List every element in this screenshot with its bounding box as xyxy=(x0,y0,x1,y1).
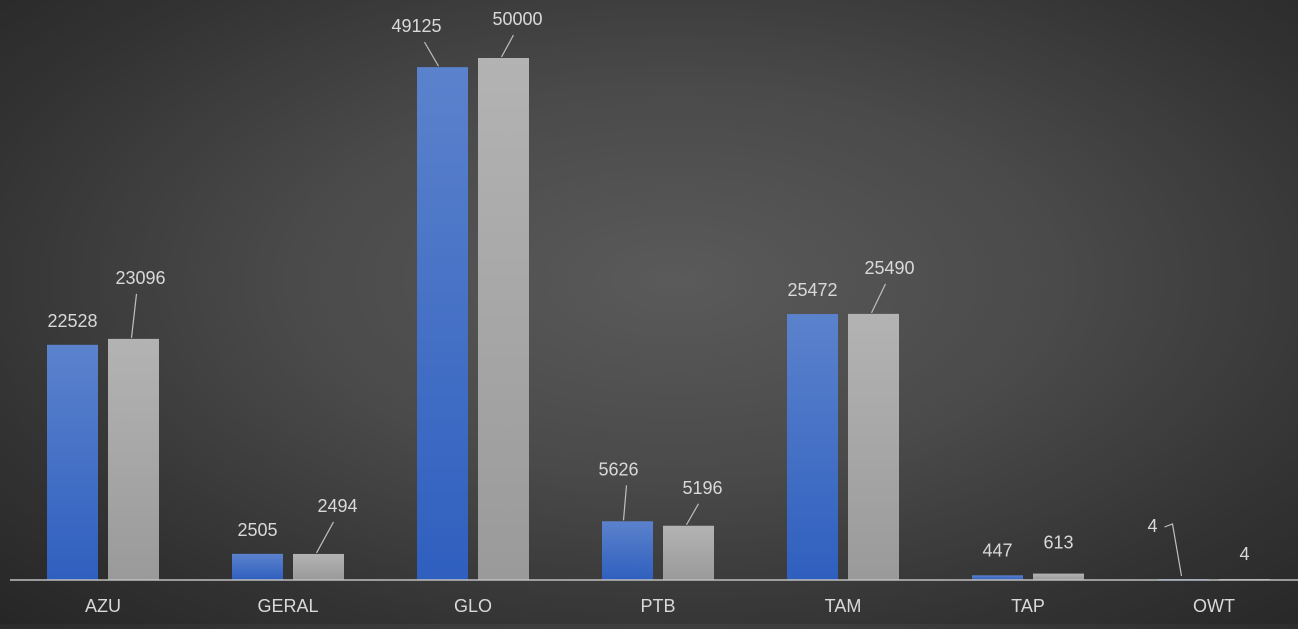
bar-tap-series-2 xyxy=(1033,573,1084,580)
bar-geral-series-2 xyxy=(293,553,344,580)
data-label: 23096 xyxy=(115,268,165,288)
leader-line xyxy=(500,34,515,58)
x-tick-labels: AZU GERAL GLO PTB TAM TAP OWT xyxy=(85,596,1235,616)
bar-glo-series-2 xyxy=(478,58,529,580)
leader-line xyxy=(870,283,887,314)
leader-line xyxy=(130,293,138,338)
data-label: 22528 xyxy=(47,311,97,331)
bar-tam-series-1 xyxy=(787,314,838,580)
data-labels-layer: 22528 23096 2505 2494 49125 50000 5626 5196 2547… xyxy=(47,9,1249,564)
data-label: 2494 xyxy=(317,496,357,516)
leader-line xyxy=(1164,523,1183,577)
leader-line xyxy=(423,41,440,67)
data-label: 447 xyxy=(982,540,1012,560)
data-label: 5626 xyxy=(598,459,638,479)
bar-azu-series-2 xyxy=(108,338,159,580)
data-label: 49125 xyxy=(391,16,441,36)
x-tick-label: TAM xyxy=(825,596,862,616)
bar-geral-series-1 xyxy=(232,553,283,580)
leader-lines-layer xyxy=(130,34,1183,577)
data-label: 4 xyxy=(1239,544,1249,564)
data-label: 2505 xyxy=(237,520,277,540)
bar-ptb-series-2 xyxy=(663,525,714,580)
bar-glo-series-1 xyxy=(417,67,468,580)
x-tick-label: GLO xyxy=(454,596,492,616)
x-tick-label: TAP xyxy=(1011,596,1045,616)
data-label: 25472 xyxy=(787,280,837,300)
data-label: 5196 xyxy=(682,478,722,498)
bar-ptb-series-1 xyxy=(602,521,653,580)
x-tick-label: GERAL xyxy=(257,596,318,616)
x-tick-label: PTB xyxy=(640,596,675,616)
bar-tam-series-2 xyxy=(848,313,899,580)
data-label: 50000 xyxy=(492,9,542,29)
leader-line xyxy=(622,485,628,521)
leader-line xyxy=(685,503,700,526)
data-label: 613 xyxy=(1043,533,1073,553)
data-label: 4 xyxy=(1147,516,1157,536)
bar-tap-series-1 xyxy=(972,575,1023,580)
x-tick-label: OWT xyxy=(1193,596,1235,616)
leader-line xyxy=(315,521,335,554)
bars-layer xyxy=(47,58,1270,580)
x-tick-label: AZU xyxy=(85,596,121,616)
data-label: 25490 xyxy=(864,258,914,278)
bar-azu-series-1 xyxy=(47,344,98,580)
